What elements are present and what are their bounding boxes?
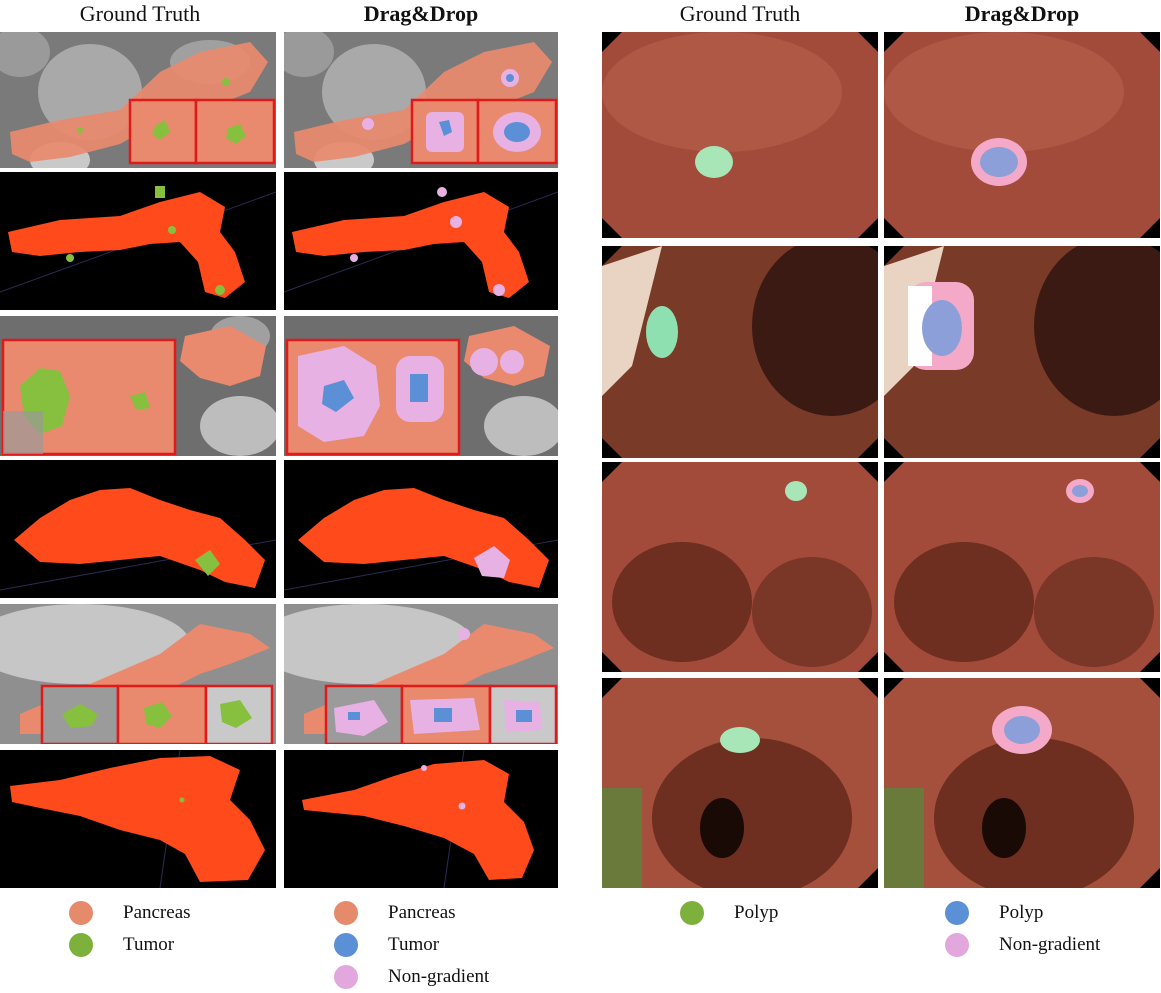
legend-gt-polyp: Polyp <box>680 900 778 926</box>
non-gradient-swatch <box>334 965 358 989</box>
endoscopy-gt-case4 <box>602 678 878 888</box>
legend-label: Non-gradient <box>388 966 490 987</box>
legend-pred-tumor: Tumor <box>334 932 439 958</box>
header-left-ground-truth: Ground Truth <box>79 1 201 26</box>
endoscopy-pred-case3 <box>884 462 1160 672</box>
endoscopy-gt-case2 <box>602 246 878 458</box>
ct-slice-gt-case2 <box>0 316 276 456</box>
legend-gt-pancreas: Pancreas <box>69 900 191 926</box>
legend-label: Tumor <box>388 934 440 955</box>
ct-slice-pred-case3 <box>284 604 558 744</box>
render-3d-pred-case2 <box>284 460 558 598</box>
render-3d-gt-case2 <box>0 460 276 598</box>
pancreas-swatch <box>334 901 358 925</box>
legend-pred-non-gradient: Non-gradient <box>334 964 489 990</box>
legend-label: Pancreas <box>388 902 456 923</box>
legend-label: Polyp <box>999 902 1044 923</box>
legend-pred-non-gradient-polyp: Non-gradient <box>945 932 1100 958</box>
ct-slice-pred-case2 <box>284 316 558 456</box>
tumor-swatch <box>334 933 358 957</box>
endoscopy-pred-case1 <box>884 32 1160 238</box>
legend-gt-tumor: Tumor <box>69 932 174 958</box>
legend-label: Pancreas <box>123 902 191 923</box>
endoscopy-gt-case1 <box>602 32 878 238</box>
endoscopy-gt-case3 <box>602 462 878 672</box>
render-3d-pred-case1 <box>284 172 558 310</box>
header-right-drag-drop: Drag&Drop <box>964 1 1080 26</box>
polyp-swatch <box>945 901 969 925</box>
endoscopy-pred-case4 <box>884 678 1160 888</box>
legend-pred-pancreas: Pancreas <box>334 900 456 926</box>
legend-pred-polyp: Polyp <box>945 900 1043 926</box>
legend-label: Tumor <box>123 934 175 955</box>
header-right-ground-truth: Ground Truth <box>679 1 801 26</box>
render-3d-gt-case3 <box>0 750 276 888</box>
endoscopy-pred-case2 <box>884 246 1160 458</box>
ct-slice-gt-case3 <box>0 604 276 744</box>
ct-slice-pred-case1 <box>284 32 558 168</box>
legend-label: Non-gradient <box>999 934 1101 955</box>
non-gradient-swatch <box>945 933 969 957</box>
ct-slice-gt-case1 <box>0 32 276 168</box>
render-3d-gt-case1 <box>0 172 276 310</box>
tumor-swatch <box>69 933 93 957</box>
render-3d-pred-case3 <box>284 750 558 888</box>
polyp-swatch <box>680 901 704 925</box>
header-left-drag-drop: Drag&Drop <box>363 1 479 26</box>
pancreas-swatch <box>69 901 93 925</box>
legend-label: Polyp <box>734 902 779 923</box>
